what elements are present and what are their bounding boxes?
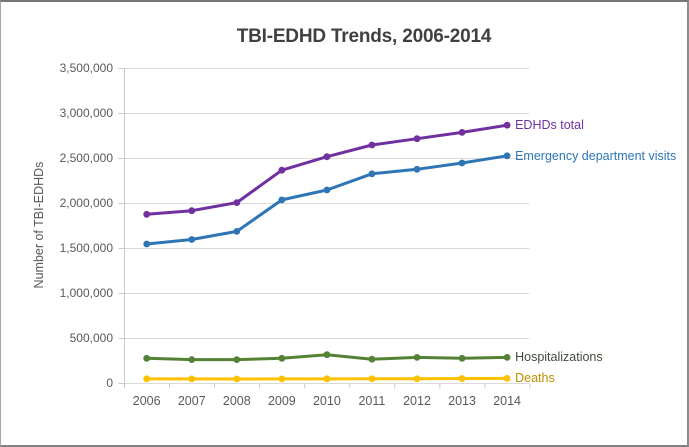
x-tick-label: 2006 [132,394,161,408]
data-point-marker [368,170,376,178]
chart-title: TBI-EDHD Trends, 2006-2014 [236,26,492,47]
data-point-marker [233,375,241,383]
x-tick-label: 2011 [358,394,386,408]
data-point-marker [413,354,421,361]
data-point-marker [368,355,376,363]
series-end-label: Emergency department visits [515,148,677,163]
data-point-marker [323,351,331,359]
data-point-marker [458,354,466,362]
data-point-marker [323,153,331,161]
data-point-marker [188,375,196,383]
data-point-marker [278,354,286,362]
data-point-marker [458,375,466,382]
series-line [145,123,509,216]
data-point-marker [503,374,511,382]
data-point-marker [503,152,511,160]
data-point-marker [323,186,331,194]
y-tick-label: 3,500,000 [59,60,113,75]
data-point-marker [143,354,151,362]
x-tick-label: 2014 [493,394,521,408]
x-tick-label: 2013 [448,394,476,408]
x-tick-label: 2010 [312,394,341,408]
data-point-marker [413,375,421,383]
data-point-marker [233,228,241,235]
x-tick-label: 2008 [222,394,251,408]
y-tick-label: 500,000 [69,330,113,345]
data-point-marker [458,129,466,136]
data-point-marker [368,141,376,149]
y-tick-label: 3,000,000 [59,105,113,120]
data-point-marker [413,165,421,173]
data-point-marker [503,121,511,129]
y-tick-label: 2,500,000 [59,150,113,165]
data-point-marker [188,356,196,364]
data-point-marker [188,236,196,243]
data-point-marker [368,375,376,383]
data-point-marker [143,375,151,383]
series-end-label: Hospitalizations [515,350,603,365]
series-line [145,154,509,246]
data-point-marker [188,207,196,215]
series-end-label: EDHDs total [515,118,584,133]
data-point-marker [278,166,286,174]
y-tick-label: 1,000,000 [59,285,113,300]
data-point-marker [278,375,286,383]
data-point-marker [413,135,421,143]
y-tick-label: 1,500,000 [59,240,113,255]
x-tick-label: 2009 [267,394,296,408]
data-point-marker [503,354,511,361]
data-point-marker [323,375,331,383]
data-point-marker [233,199,241,207]
data-point-marker [143,210,151,218]
series-end-label: Deaths [515,371,555,386]
data-point-marker [458,159,466,167]
data-point-marker [143,240,151,248]
data-point-marker [233,356,241,364]
data-point-marker [278,196,286,204]
x-tick-label: 2007 [177,394,206,408]
y-tick-label: 0 [106,375,113,390]
y-tick-label: 2,000,000 [59,195,113,210]
x-tick-label: 2012 [403,394,431,408]
